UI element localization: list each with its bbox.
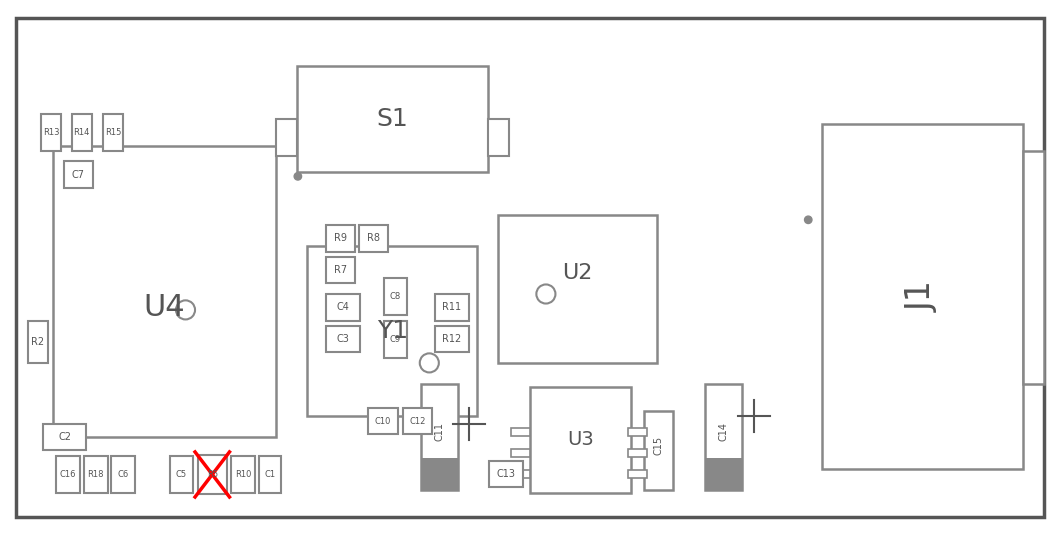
Bar <box>359 225 388 251</box>
Bar <box>512 427 530 436</box>
Text: R11: R11 <box>442 302 461 312</box>
Bar <box>326 257 355 284</box>
Text: C13: C13 <box>496 469 515 479</box>
Bar <box>197 455 227 494</box>
Text: R14: R14 <box>73 128 90 137</box>
Bar <box>705 384 742 490</box>
Text: R9: R9 <box>334 233 347 243</box>
Text: U3: U3 <box>567 430 594 449</box>
Text: C16: C16 <box>59 470 76 479</box>
Circle shape <box>805 216 812 224</box>
Circle shape <box>295 173 301 180</box>
Text: R2: R2 <box>31 337 45 347</box>
Bar <box>1023 151 1044 384</box>
Bar <box>276 119 297 156</box>
Bar <box>53 146 276 437</box>
Text: Y1: Y1 <box>376 319 408 343</box>
Bar <box>384 320 407 357</box>
Text: C9: C9 <box>390 334 401 343</box>
Bar <box>435 294 469 320</box>
Text: C5: C5 <box>176 470 187 479</box>
Bar <box>628 427 647 436</box>
Text: R7: R7 <box>334 265 347 275</box>
Text: S1: S1 <box>376 107 408 131</box>
Bar <box>498 215 657 363</box>
Bar <box>326 294 360 320</box>
Text: R10: R10 <box>235 470 251 479</box>
Bar <box>435 326 469 353</box>
Bar <box>43 424 86 450</box>
Text: R8: R8 <box>368 233 381 243</box>
Bar <box>64 162 93 188</box>
Text: R18: R18 <box>87 470 104 479</box>
Text: J1: J1 <box>905 281 939 312</box>
Text: U4: U4 <box>143 293 186 322</box>
Bar <box>326 225 355 251</box>
Text: C10: C10 <box>375 417 391 426</box>
Text: R15: R15 <box>105 128 122 137</box>
Text: C8: C8 <box>390 292 401 301</box>
Bar <box>422 384 459 490</box>
Text: C1: C1 <box>264 470 276 479</box>
Bar <box>41 114 61 151</box>
Text: C11: C11 <box>435 422 445 441</box>
Bar <box>488 119 509 156</box>
Text: U2: U2 <box>563 263 593 283</box>
Bar <box>384 278 407 315</box>
Bar <box>103 114 123 151</box>
Text: C14: C14 <box>719 422 728 441</box>
Bar <box>297 66 488 172</box>
Bar <box>512 470 530 478</box>
Bar <box>422 458 459 490</box>
Bar <box>84 456 108 493</box>
Text: C2: C2 <box>58 432 71 442</box>
Text: R12: R12 <box>442 334 461 344</box>
Bar <box>628 449 647 457</box>
Bar <box>72 114 91 151</box>
Bar <box>628 470 647 478</box>
Bar <box>307 246 477 416</box>
Text: C4: C4 <box>337 302 350 312</box>
Bar <box>705 458 742 490</box>
Bar <box>56 456 80 493</box>
Text: C6: C6 <box>118 470 129 479</box>
Text: C7: C7 <box>72 170 85 180</box>
Bar <box>231 456 255 493</box>
Bar <box>170 456 194 493</box>
Text: C3: C3 <box>337 334 350 344</box>
Bar <box>489 461 524 487</box>
Text: C15: C15 <box>654 435 664 455</box>
Bar <box>111 456 136 493</box>
Bar <box>644 410 673 490</box>
Bar <box>326 326 360 353</box>
Text: R13: R13 <box>43 128 59 137</box>
Text: R5: R5 <box>207 470 217 479</box>
Bar <box>369 408 398 434</box>
Bar <box>259 456 281 493</box>
Bar <box>403 408 432 434</box>
Bar <box>530 387 631 493</box>
Text: C12: C12 <box>409 417 425 426</box>
Bar <box>512 449 530 457</box>
Bar <box>822 125 1023 469</box>
Bar <box>28 320 48 363</box>
